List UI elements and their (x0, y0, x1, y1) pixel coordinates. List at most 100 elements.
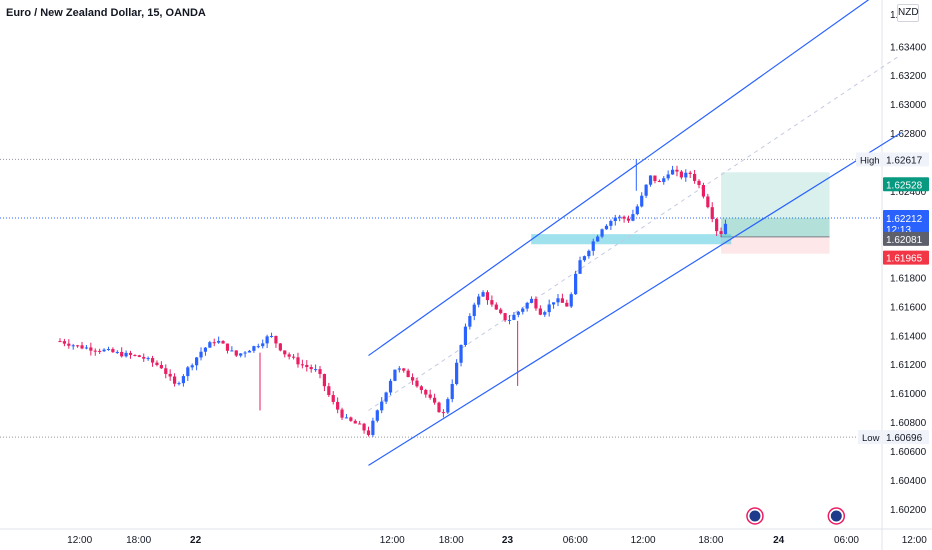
candle-body (247, 350, 252, 353)
candle-body (472, 304, 476, 317)
candle-body (362, 423, 366, 431)
candle-body (199, 351, 203, 358)
candle-body (446, 399, 450, 413)
time-tick-label: 12:00 (380, 535, 405, 546)
candle-body (613, 217, 617, 222)
candle-body (723, 223, 728, 235)
entry-price-label-bg (883, 231, 929, 246)
candle-body (115, 351, 119, 353)
candle-body (336, 401, 340, 410)
time-tick-label: 24 (773, 535, 785, 546)
candle-body (701, 185, 706, 197)
price-tick-label: 1.61600 (890, 302, 927, 313)
currency-selector[interactable]: NZD (897, 4, 919, 22)
low-price-label: 1.60696 (886, 433, 923, 444)
candle-body (366, 430, 371, 435)
candle-body (432, 397, 437, 403)
candle-body (177, 383, 181, 385)
candle-body (291, 356, 296, 358)
candle-body (397, 368, 401, 370)
candle-body (521, 308, 525, 312)
candle-body (164, 368, 168, 374)
price-tick-label: 1.63400 (890, 42, 927, 53)
candle-body (631, 214, 635, 221)
candle-body (693, 173, 697, 181)
entry-price-label: 1.62081 (886, 235, 923, 246)
price-tick-label: 1.61800 (890, 274, 927, 285)
chart-title: Euro / New Zealand Dollar, 15, OANDA (6, 7, 206, 19)
candle-body (481, 292, 485, 297)
candle-body (529, 298, 534, 303)
candle-body (225, 343, 230, 351)
candle-body (534, 298, 538, 309)
candle-body (410, 377, 415, 381)
candle-body (450, 384, 454, 400)
candle-body (322, 374, 327, 387)
candle-body (428, 394, 432, 398)
time-tick-label: 18:00 (126, 535, 151, 546)
candle-body (441, 412, 446, 414)
candle-body (124, 352, 128, 357)
current-price-label: 1.62212 (886, 214, 923, 225)
time-tick-label: 12:00 (631, 535, 656, 546)
candle-body (261, 343, 265, 347)
candle-body (384, 392, 388, 402)
candle-body (666, 174, 670, 179)
candle-body (168, 373, 172, 377)
candle-body (525, 302, 529, 309)
price-tick-label: 1.63200 (890, 71, 927, 82)
candle-body (278, 343, 282, 351)
candle-body (71, 345, 75, 347)
nz-flag-event-icon-inner (749, 510, 761, 522)
candle-body (635, 206, 639, 215)
candle-body (142, 356, 146, 359)
price-tick-label: 1.60200 (890, 505, 927, 516)
candle-body (217, 340, 221, 343)
candle-body (618, 216, 622, 218)
high-tag-label: High (860, 155, 880, 166)
price-tick-label: 1.61400 (890, 331, 927, 342)
candle-body (296, 357, 300, 365)
candle-body (331, 395, 335, 402)
candle-body (243, 352, 247, 354)
candle-body (437, 402, 441, 413)
time-tick-label: 23 (502, 535, 514, 546)
candle-body (463, 326, 468, 346)
candle-body (556, 298, 560, 303)
candles-group (58, 158, 728, 437)
candle-body (560, 298, 564, 303)
candle-body (710, 207, 714, 220)
candle-body (186, 367, 190, 377)
candle-body (485, 292, 490, 301)
candle-body (234, 350, 238, 356)
current-price-bg (883, 209, 929, 236)
candle-body (98, 350, 102, 352)
candle-body (684, 172, 688, 178)
candle-body (609, 221, 613, 226)
candle-body (230, 350, 234, 352)
take-profit-price-label-bg (883, 177, 929, 192)
candle-body (688, 172, 692, 174)
candle-body (640, 195, 644, 207)
candle-body (679, 171, 683, 178)
candle-body (76, 345, 80, 347)
candle-body (256, 346, 260, 348)
candle-body (150, 358, 155, 363)
candle-body (58, 341, 62, 343)
candle-body (406, 370, 410, 378)
countdown-label: 12:13 (886, 225, 911, 236)
low-price-label-bg (883, 430, 929, 445)
candle-body (538, 308, 542, 315)
candle-body (327, 386, 331, 396)
candle-body (208, 342, 212, 348)
channel-upper-line (368, 0, 870, 357)
candle-body (622, 216, 626, 219)
candle-body (283, 350, 287, 355)
time-tick-label: 06:00 (834, 535, 859, 546)
candle-body (62, 341, 67, 344)
candle-body (543, 312, 547, 315)
candle-body (490, 300, 494, 305)
candle-body (155, 362, 159, 366)
candle-body (190, 365, 194, 368)
